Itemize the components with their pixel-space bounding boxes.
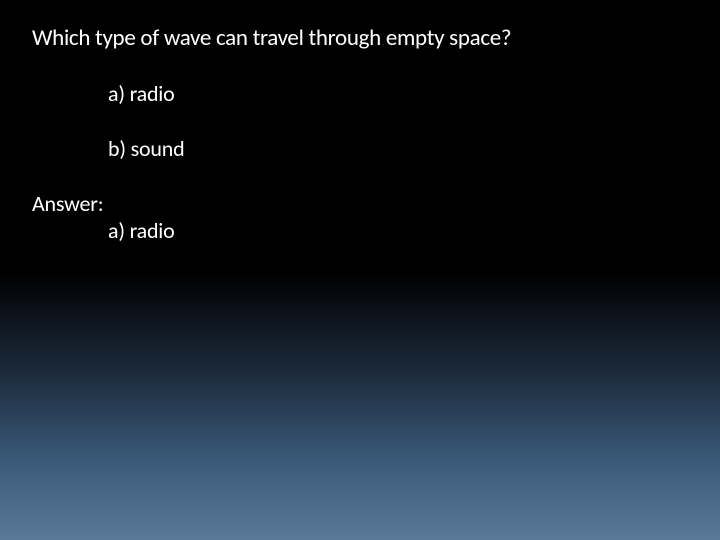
option-a: a) radio [108, 80, 688, 107]
option-b: b) sound [108, 135, 688, 162]
options-group: a) radio b) sound [32, 80, 688, 162]
answer-value: a) radio [32, 217, 688, 244]
question-text: Which type of wave can travel through em… [32, 24, 688, 52]
answer-label: Answer: [32, 190, 688, 217]
